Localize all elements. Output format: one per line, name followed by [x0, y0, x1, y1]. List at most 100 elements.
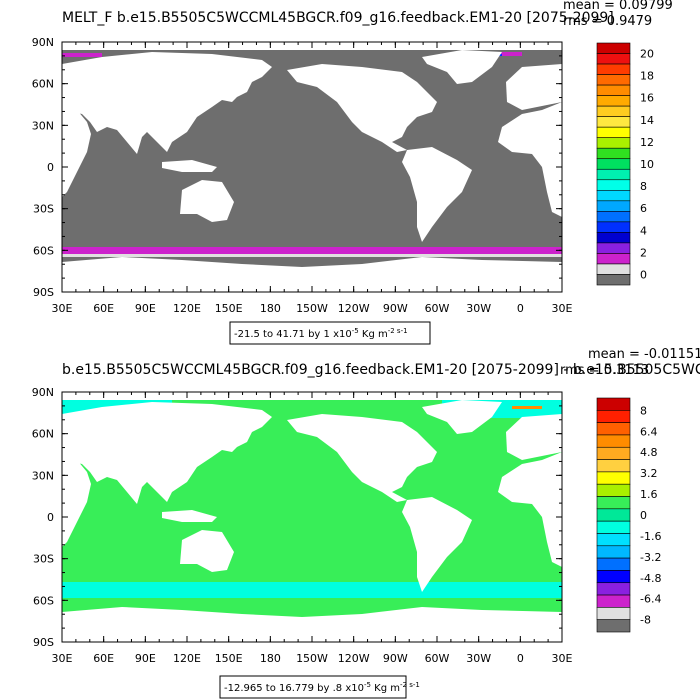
- colorbar-label: 6: [640, 202, 647, 215]
- lon-label: 0: [517, 302, 524, 315]
- colorbar-box: [596, 508, 631, 522]
- lat-label: 90N: [32, 386, 54, 399]
- colorbar-label: 1.6: [640, 488, 658, 501]
- panel-bottom: b.e15.B5505C5WCCML45BGCR.f09_g16.feedbac…: [32, 347, 700, 699]
- lat-label: 60N: [32, 78, 54, 91]
- lon-label: 30E: [552, 302, 573, 315]
- lon-label: 30E: [52, 302, 73, 315]
- lon-label: 120E: [173, 652, 201, 665]
- colorbar-box: [596, 147, 631, 160]
- colorbar-label: 16: [640, 92, 654, 105]
- colorbar-label: 14: [640, 114, 654, 127]
- colorbar-box: [596, 434, 631, 448]
- lon-label: 0: [517, 652, 524, 665]
- colorbar-box: [596, 232, 631, 244]
- colorbar-box: [596, 533, 631, 547]
- colorbar-box: [596, 557, 631, 571]
- lon-label: 60W: [425, 302, 450, 315]
- colorbar-box: [596, 179, 631, 191]
- colorbar-box: [596, 200, 631, 212]
- colorbar-box: [596, 95, 631, 107]
- colorbar-label: 6.4: [640, 425, 658, 438]
- lat-label: 60S: [33, 594, 54, 607]
- colorbar-box: [596, 619, 631, 633]
- lat-label: 0: [47, 161, 54, 174]
- colorbar-box: [596, 190, 631, 202]
- colorbar-box: [596, 471, 631, 485]
- colorbar-box: [596, 483, 631, 497]
- colorbar-box: [596, 496, 631, 510]
- colorbar-label: 10: [640, 158, 654, 171]
- range-box: [219, 675, 407, 699]
- colorbar-box: [596, 211, 631, 223]
- lon-label: 120W: [338, 302, 370, 315]
- colorbar-box: [596, 607, 631, 620]
- colorbar-box: [596, 545, 631, 559]
- colorbar-box: [596, 410, 631, 423]
- colorbar-box: [596, 570, 631, 584]
- colorbar-box: [596, 42, 631, 54]
- ice-strip: [62, 254, 562, 257]
- colorbar-box: [596, 274, 631, 286]
- colorbar-box: [596, 594, 631, 608]
- lon-label: 120E: [173, 302, 201, 315]
- rms-label: rms = 0.9479: [563, 14, 652, 29]
- colorbar-box: [596, 263, 631, 275]
- lon-label: 30E: [552, 652, 573, 665]
- colorbar-box: [596, 168, 631, 181]
- colorbar-label: 8: [640, 180, 647, 193]
- colorbar-box: [596, 221, 631, 233]
- colorbar-label: 4.8: [640, 446, 658, 459]
- lat-label: 90S: [33, 286, 54, 299]
- panel-title: b.e15.B5505C5WCCML45BGCR.f09_g16.feedbac…: [62, 362, 700, 378]
- colorbar-label: -4.8: [640, 572, 661, 585]
- colorbar-box: [596, 84, 631, 96]
- colorbar-box: [596, 520, 631, 534]
- colorbar-box: [596, 397, 631, 411]
- lon-label: 180: [260, 302, 281, 315]
- colorbar-label: 3.2: [640, 467, 658, 480]
- lon-label: 90E: [135, 302, 156, 315]
- range-text-part: -21.5 to 41.71 by 1 x10: [234, 329, 352, 340]
- colorbar-label: -6.4: [640, 593, 661, 606]
- ice-strip: [62, 582, 562, 598]
- colorbar-label: 2: [640, 246, 647, 259]
- lat-label: 30N: [32, 119, 54, 132]
- range-text: -12.965 to 16.779 by .8 x10-5 Kg m-2 s-1: [224, 681, 420, 694]
- colorbar-box: [596, 446, 631, 460]
- colorbar-label: 18: [640, 70, 654, 83]
- colorbar-label: 20: [640, 48, 654, 61]
- colorbar-box: [596, 53, 631, 65]
- lat-label: 90N: [32, 36, 54, 49]
- colorbar-box: [596, 74, 631, 86]
- lon-label: 150E: [215, 302, 243, 315]
- colorbar-box: [596, 116, 631, 128]
- lon-label: 90E: [135, 652, 156, 665]
- colorbar-box: [596, 105, 631, 117]
- range-text-part: Kg m: [371, 683, 400, 694]
- rms-label: rms = 0.3113: [560, 363, 649, 378]
- colorbar-box: [596, 242, 631, 254]
- colorbar-label: -8: [640, 614, 651, 627]
- lon-label: 150E: [215, 652, 243, 665]
- range-text-part: Kg m: [359, 329, 388, 340]
- colorbar-box: [596, 63, 631, 75]
- range-text-part: -2 s-1: [388, 327, 408, 335]
- lon-label: 30W: [466, 652, 491, 665]
- lat-label: 30S: [33, 553, 54, 566]
- panel-title: MELT_F b.e15.B5505C5WCCML45BGCR.f09_g16.…: [62, 10, 614, 26]
- lon-label: 150W: [296, 652, 328, 665]
- mean-label: mean = 0.09799: [563, 0, 673, 13]
- colorbar-label: 12: [640, 136, 654, 149]
- colorbar-box: [596, 137, 631, 149]
- lon-label: 30W: [466, 302, 491, 315]
- colorbar-box: [596, 582, 631, 596]
- lon-label: 150W: [296, 302, 328, 315]
- colorbar-box: [596, 253, 631, 265]
- colorbar-box: [596, 126, 631, 138]
- colorbar-label: 8: [640, 404, 647, 417]
- colorbar-box: [596, 158, 631, 170]
- lat-label: 60S: [33, 244, 54, 257]
- range-text-part: -2 s-1: [400, 681, 420, 689]
